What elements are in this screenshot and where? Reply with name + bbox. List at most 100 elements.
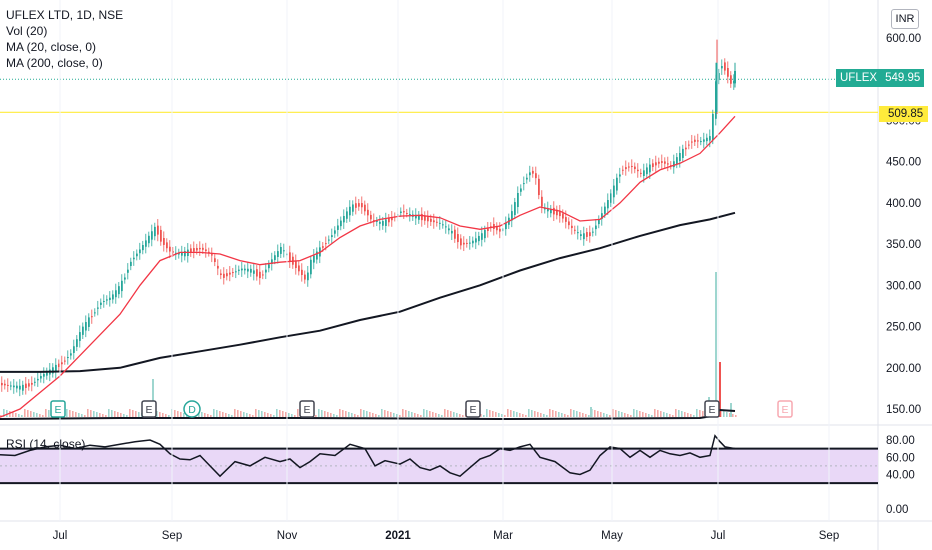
candle-body [280, 246, 282, 254]
volume-bar [675, 409, 677, 417]
candle-body [709, 136, 711, 141]
candle-body [334, 230, 336, 234]
volume-bar [315, 415, 317, 417]
volume-bar [600, 412, 602, 417]
event-marker[interactable]: E [777, 400, 793, 418]
candle-body [199, 247, 201, 250]
candle-body [253, 270, 255, 274]
volume-bar [21, 415, 23, 417]
candle-body [133, 257, 135, 260]
candle-body [409, 214, 411, 216]
candle-body [211, 254, 213, 256]
candle-body [37, 378, 39, 381]
event-marker[interactable]: E [704, 400, 720, 418]
volume-bar [264, 412, 266, 417]
volume-bar [429, 411, 431, 417]
candle-body [664, 161, 666, 164]
legend-symbol: UFLEX LTD, 1D, NSE [6, 8, 124, 22]
event-marker[interactable]: E [50, 400, 66, 418]
candle-body [268, 264, 270, 269]
candle-body [526, 177, 528, 180]
candle-body [226, 273, 228, 277]
volume-bar [237, 410, 239, 417]
candle-body [208, 251, 210, 253]
candle-body [580, 234, 582, 237]
candle-body [346, 211, 348, 219]
volume-bar [288, 413, 290, 417]
candle-body [610, 193, 612, 203]
candle-body [721, 66, 723, 69]
volume-bar [462, 415, 464, 417]
currency-button[interactable]: INR [891, 9, 919, 29]
volume-bar [210, 415, 212, 417]
volume-bar [573, 410, 575, 417]
volume-bar [6, 410, 8, 417]
volume-bar [285, 412, 287, 417]
candle-body [538, 178, 540, 196]
volume-bar [78, 413, 80, 417]
volume-bar [615, 410, 617, 417]
volume-bar [684, 412, 686, 417]
candle-body [643, 170, 645, 177]
candle-body [283, 250, 285, 252]
candle-body [118, 286, 120, 295]
candle-body [247, 268, 249, 272]
time-tick-label: Sep [819, 530, 839, 542]
volume-bar [3, 409, 5, 417]
volume-bar [570, 409, 572, 417]
candle-body [367, 209, 369, 216]
candle-body [586, 232, 588, 237]
candle-body [43, 373, 45, 377]
candle-body [193, 248, 195, 252]
event-marker[interactable]: E [299, 400, 315, 418]
volume-bar [702, 411, 704, 417]
volume-bar [258, 410, 260, 417]
candle-body [10, 385, 12, 387]
candle-body [520, 188, 522, 192]
candle-body [202, 247, 204, 250]
volume-bar [156, 411, 158, 417]
candle-body [19, 385, 21, 390]
candle-body [547, 208, 549, 212]
volume-bar [372, 413, 374, 417]
volume-bar [351, 413, 353, 417]
rsi-tick-label: 40.00 [886, 470, 915, 482]
volume-bar [657, 410, 659, 417]
candle-body [121, 280, 123, 292]
time-tick-label: 2021 [385, 530, 411, 542]
candle-body [145, 240, 147, 247]
candle-body [160, 229, 162, 242]
volume-bar [180, 412, 182, 417]
candle-body [634, 166, 636, 170]
candle-body [640, 172, 642, 174]
candle-body [454, 229, 456, 239]
candle-body [349, 206, 351, 216]
candle-body [592, 231, 594, 233]
event-marker[interactable]: D [183, 400, 201, 418]
volume-bar [42, 415, 44, 417]
event-marker[interactable]: E [141, 400, 157, 418]
volume-bar [540, 413, 542, 417]
volume-bar [618, 411, 620, 417]
candle-body [523, 183, 525, 185]
candle-body [391, 217, 393, 221]
candle-body [562, 213, 564, 219]
volume-bar [492, 411, 494, 417]
volume-bar [243, 412, 245, 417]
volume-bar [588, 415, 590, 417]
candle-body [625, 167, 627, 170]
volume-bar [576, 411, 578, 417]
candle-body [307, 272, 309, 281]
candle-body [682, 148, 684, 158]
legend-ma20: MA (20, close, 0) [6, 40, 97, 54]
volume-bar [507, 409, 509, 417]
chart-legend: UFLEX LTD, 1D, NSE Vol (20) MA (20, clos… [6, 7, 123, 71]
candle-body [67, 356, 69, 359]
volume-bar [228, 414, 230, 417]
volume-bar [636, 410, 638, 417]
volume-bar [12, 412, 14, 417]
volume-bar [363, 410, 365, 417]
last-price-symbol: UFLEX [840, 72, 878, 84]
event-marker[interactable]: E [465, 400, 481, 418]
